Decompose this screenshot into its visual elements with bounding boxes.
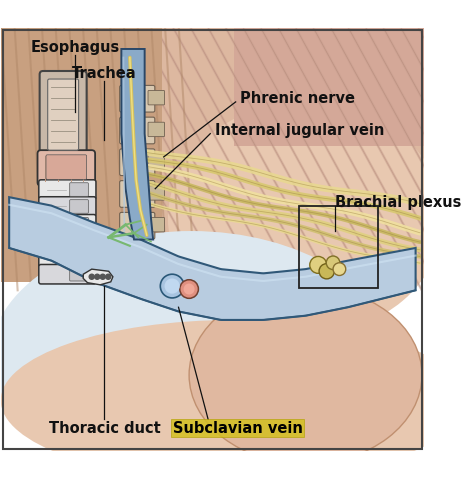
FancyBboxPatch shape xyxy=(70,268,88,281)
FancyBboxPatch shape xyxy=(39,249,96,268)
FancyBboxPatch shape xyxy=(39,215,96,235)
Text: Internal jugular vein: Internal jugular vein xyxy=(215,123,384,138)
Circle shape xyxy=(95,275,100,280)
Ellipse shape xyxy=(189,287,422,464)
FancyBboxPatch shape xyxy=(119,118,155,144)
Polygon shape xyxy=(121,50,153,240)
Text: Brachial plexus: Brachial plexus xyxy=(335,194,462,209)
Circle shape xyxy=(160,275,184,298)
Text: Phrenic nerve: Phrenic nerve xyxy=(240,91,355,106)
FancyBboxPatch shape xyxy=(37,151,95,186)
FancyBboxPatch shape xyxy=(148,186,164,201)
Circle shape xyxy=(100,275,105,280)
Ellipse shape xyxy=(168,103,443,335)
Ellipse shape xyxy=(0,320,466,480)
Circle shape xyxy=(319,264,334,279)
FancyBboxPatch shape xyxy=(48,80,79,151)
Circle shape xyxy=(106,275,111,280)
FancyBboxPatch shape xyxy=(70,200,88,214)
Ellipse shape xyxy=(0,231,392,480)
FancyBboxPatch shape xyxy=(148,218,164,232)
FancyBboxPatch shape xyxy=(119,150,155,176)
FancyBboxPatch shape xyxy=(148,155,164,169)
Text: Esophagus: Esophagus xyxy=(30,40,119,55)
Circle shape xyxy=(183,284,195,295)
FancyBboxPatch shape xyxy=(148,91,164,106)
Circle shape xyxy=(326,256,340,270)
Circle shape xyxy=(310,257,327,274)
FancyBboxPatch shape xyxy=(70,218,88,231)
FancyBboxPatch shape xyxy=(119,213,155,240)
FancyBboxPatch shape xyxy=(39,265,96,284)
FancyBboxPatch shape xyxy=(39,232,96,252)
FancyBboxPatch shape xyxy=(39,197,96,217)
FancyBboxPatch shape xyxy=(148,123,164,137)
FancyBboxPatch shape xyxy=(70,235,88,249)
Circle shape xyxy=(89,275,94,280)
FancyBboxPatch shape xyxy=(46,156,87,180)
FancyBboxPatch shape xyxy=(40,72,87,159)
Text: Trachea: Trachea xyxy=(72,66,137,81)
FancyBboxPatch shape xyxy=(70,183,88,197)
Polygon shape xyxy=(83,270,113,285)
FancyBboxPatch shape xyxy=(70,252,88,265)
Circle shape xyxy=(333,263,346,276)
FancyBboxPatch shape xyxy=(0,16,424,261)
Text: Subclavian vein: Subclavian vein xyxy=(173,420,303,435)
FancyBboxPatch shape xyxy=(39,180,96,200)
FancyBboxPatch shape xyxy=(119,86,155,113)
Text: Thoracic duct: Thoracic duct xyxy=(48,420,160,435)
Circle shape xyxy=(164,279,180,294)
FancyBboxPatch shape xyxy=(234,12,437,147)
Bar xyxy=(299,206,377,288)
Polygon shape xyxy=(0,29,162,282)
Circle shape xyxy=(180,280,199,299)
FancyBboxPatch shape xyxy=(119,181,155,208)
Polygon shape xyxy=(9,198,416,320)
